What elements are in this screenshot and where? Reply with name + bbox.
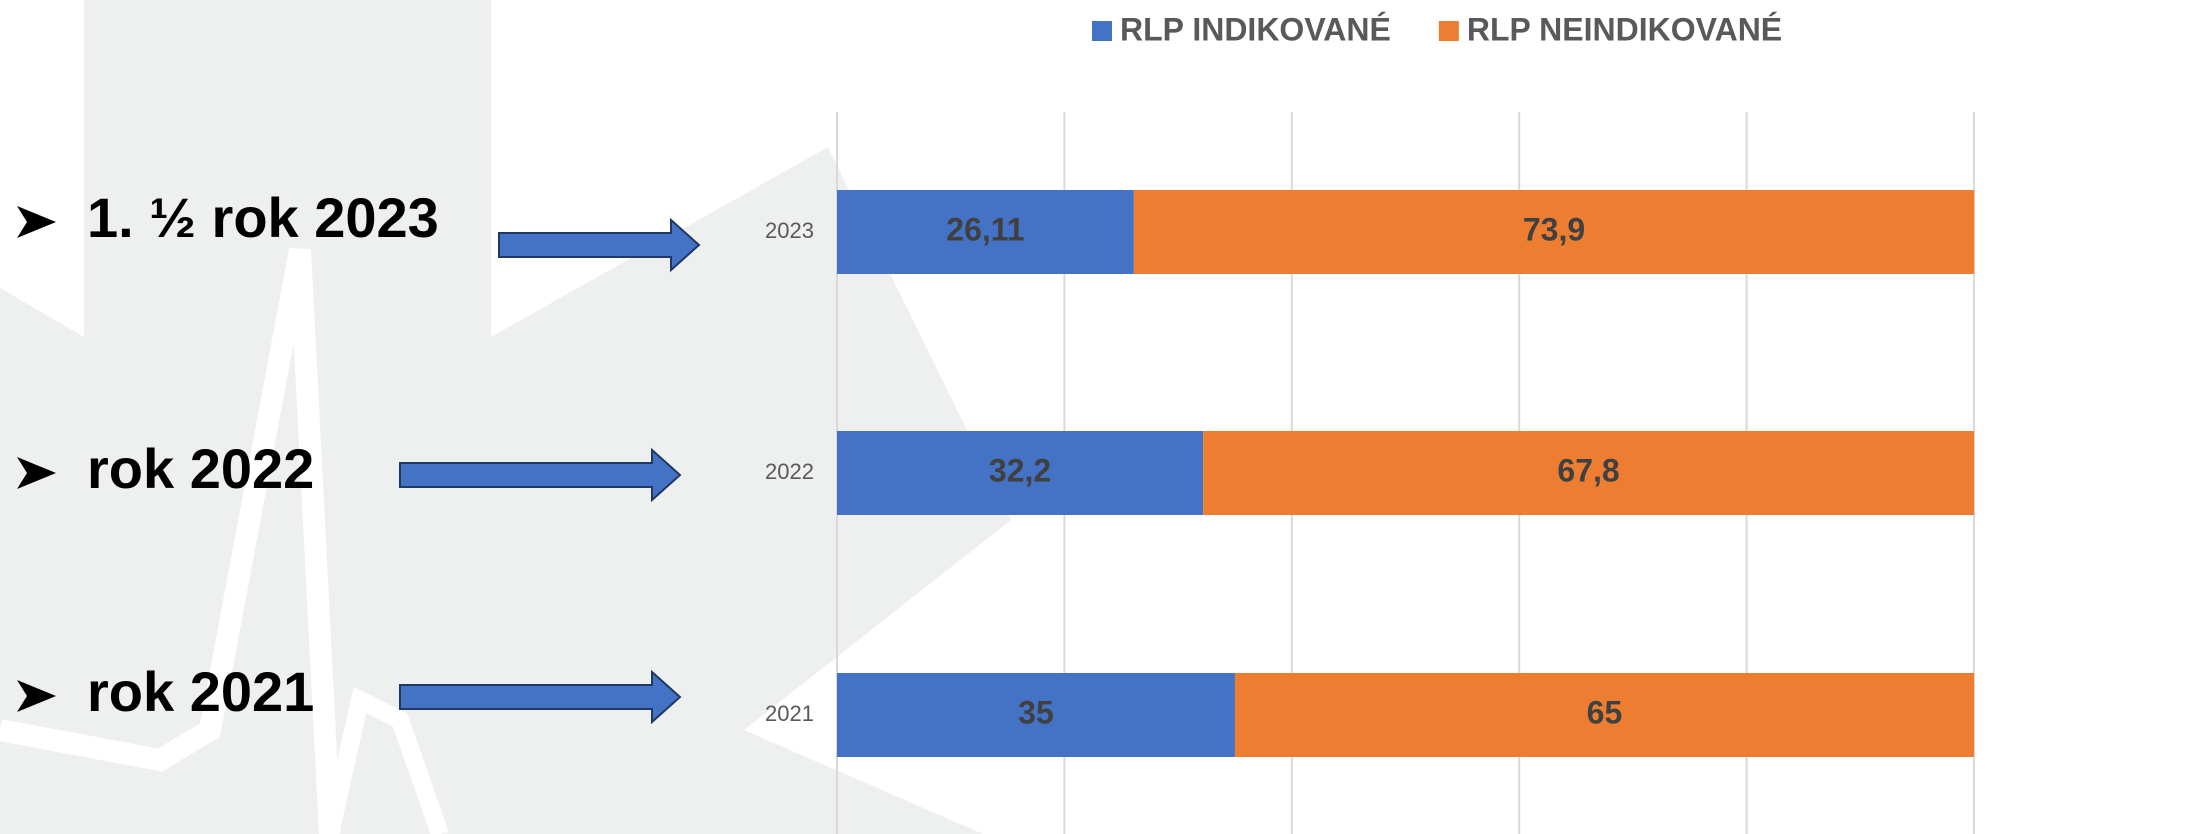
annotation: 1. ½ rok 2023 bbox=[87, 186, 439, 249]
y-tick-label: 2022 bbox=[765, 459, 814, 484]
legend-swatch bbox=[1438, 21, 1459, 41]
bar bbox=[837, 190, 1134, 274]
pointer-arrows bbox=[399, 217, 701, 725]
bar bbox=[1203, 431, 1974, 515]
data-label: 67,8 bbox=[1557, 452, 1619, 488]
data-label: 65 bbox=[1587, 694, 1623, 730]
data-label: 35 bbox=[1018, 694, 1054, 730]
legend-label: RLP INDIKOVANÉ bbox=[1120, 11, 1391, 47]
annotation: rok 2021 bbox=[87, 660, 314, 723]
bar bbox=[837, 673, 1235, 757]
legend-label: RLP NEINDIKOVANÉ bbox=[1467, 11, 1782, 47]
y-tick-label: 2021 bbox=[765, 701, 814, 726]
legend-swatch bbox=[1092, 21, 1112, 41]
bar bbox=[1133, 190, 1975, 274]
data-label: 73,9 bbox=[1523, 211, 1585, 247]
bar bbox=[837, 431, 1204, 515]
bullets bbox=[17, 206, 56, 712]
y-tick-label: 2023 bbox=[765, 218, 814, 243]
data-label: 26,11 bbox=[946, 211, 1024, 247]
bar bbox=[1234, 673, 1974, 757]
background-shape bbox=[0, 0, 1011, 834]
annotation: rok 2022 bbox=[87, 437, 314, 500]
data-label: 32,2 bbox=[989, 452, 1051, 488]
